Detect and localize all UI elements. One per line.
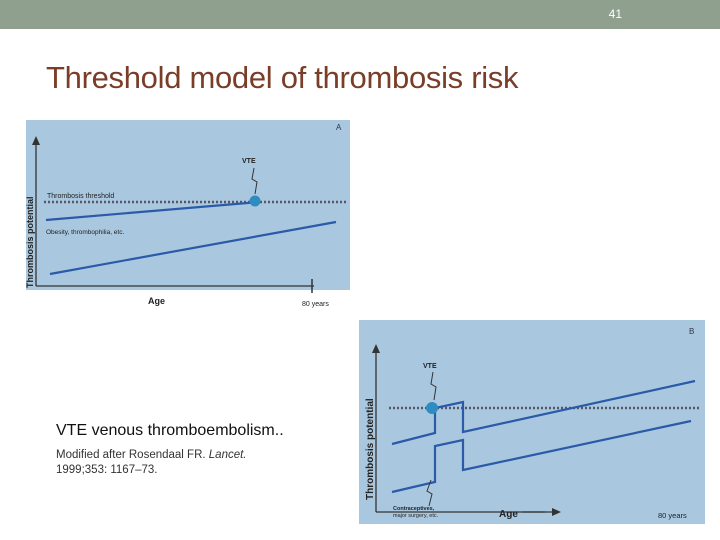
panel-a-lower-line — [49, 220, 337, 276]
caption-main: VTE venous thromboembolism.. — [56, 422, 284, 439]
panel-b-x-label: Age — [499, 509, 518, 520]
panel-a-letter: A — [336, 123, 342, 132]
panel-a-lightning-icon — [251, 167, 258, 195]
panel-a-upper-line — [45, 200, 260, 222]
slide-number: 41 — [608, 7, 622, 21]
panel-b-age-end-label: 80 years — [658, 511, 687, 520]
panel-a-figure: A Thrombosis potential Age 80 years Thro… — [14, 116, 350, 316]
panel-a-background — [26, 120, 350, 290]
slide-title: Threshold model of thrombosis risk — [46, 60, 519, 95]
panel-a-factor-label: Obesity, thrombophilia, etc. — [46, 229, 124, 236]
panel-b-x-arrow — [552, 508, 561, 516]
panel-b-trigger-label-2: major surgery, etc. — [393, 513, 439, 519]
panel-a-vte-label: VTE — [242, 158, 256, 165]
caption-ref-journal: Lancet. — [208, 449, 247, 461]
panel-b-y-arrow — [372, 344, 380, 353]
panel-b-background — [359, 320, 705, 524]
caption-reference: Modified after Rosendaal FR. Lancet. 1999… — [56, 448, 356, 478]
panel-b-trigger-label-1: Contraceptives, — [393, 506, 435, 512]
panel-b-y-label: Thrombosis potential — [365, 398, 376, 500]
panel-a-age-end-label: 80 years — [302, 301, 329, 308]
caption-ref-prefix: Modified after Rosendaal FR. — [56, 449, 209, 461]
panel-a-threshold-label: Thrombosis threshold — [47, 193, 114, 200]
panel-b-letter: B — [689, 327, 694, 336]
top-bar: 41 — [0, 0, 720, 29]
panel-a-y-arrow — [32, 136, 40, 145]
caption: VTE venous thromboembolism.. Modified af… — [56, 422, 356, 478]
panel-b-figure: B Thrombosis potential Age 80 years VTE … — [355, 320, 707, 524]
caption-ref-suffix: 1999;353: 1167–73. — [56, 464, 158, 476]
panel-b-upper-line — [391, 379, 696, 446]
panel-b-trigger-lightning-icon — [426, 479, 433, 507]
panel-a-event-dot — [249, 195, 261, 207]
panel-b-event-dot — [426, 402, 438, 414]
panel-a-y-label: Thrombosis potential — [25, 196, 35, 288]
panel-a-x-label: Age — [148, 296, 165, 306]
panel-b-vte-label: VTE — [423, 363, 437, 370]
panel-b-lightning-icon — [430, 371, 437, 401]
panel-b-lower-line — [391, 419, 692, 494]
